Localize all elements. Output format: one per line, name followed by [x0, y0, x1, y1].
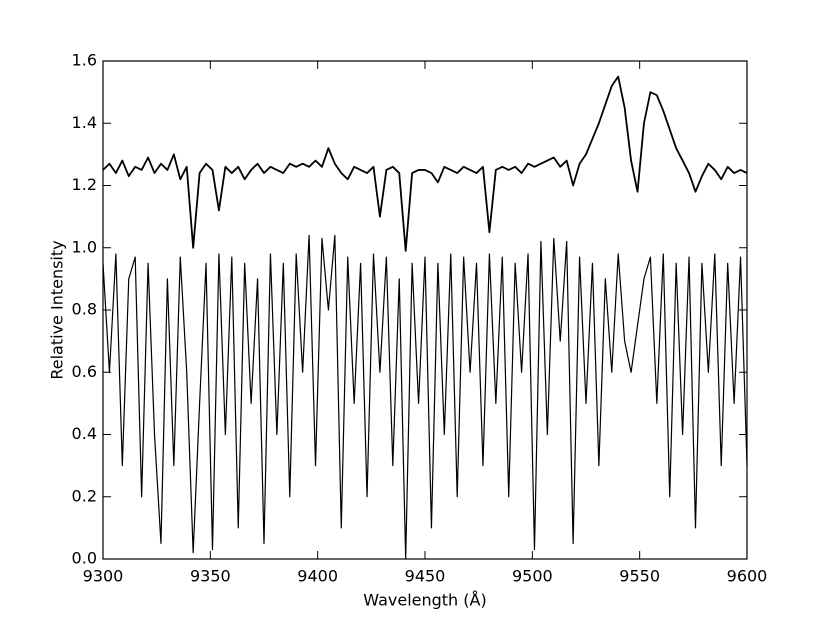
- spectrum-line: [102, 234, 748, 560]
- y-tick-label: 0.6: [72, 362, 97, 381]
- x-tick-label: 9550: [619, 567, 660, 586]
- y-tick-label: 0.4: [72, 424, 97, 443]
- y-tick-label: 1.0: [72, 237, 97, 256]
- y-tick-label: 0.2: [72, 486, 97, 505]
- plot-frame: [102, 60, 748, 560]
- y-tick-label: 0.0: [72, 549, 97, 568]
- y-tick-label: 1.6: [72, 51, 97, 70]
- x-tick-label: 9350: [190, 567, 231, 586]
- y-tick-label: 0.8: [72, 300, 97, 319]
- spectrum-line: [102, 75, 748, 252]
- y-tick-label: 1.2: [72, 175, 97, 194]
- x-tick-label: 9500: [512, 567, 553, 586]
- y-axis-label: Relative Intensity: [48, 240, 67, 379]
- x-tick-label: 9300: [83, 567, 124, 586]
- x-tick-label: 9600: [727, 567, 768, 586]
- x-tick-label: 9400: [297, 567, 338, 586]
- x-axis-label: Wavelength (Å): [363, 591, 486, 610]
- y-tick-label: 1.4: [72, 113, 97, 132]
- x-tick-label: 9450: [405, 567, 446, 586]
